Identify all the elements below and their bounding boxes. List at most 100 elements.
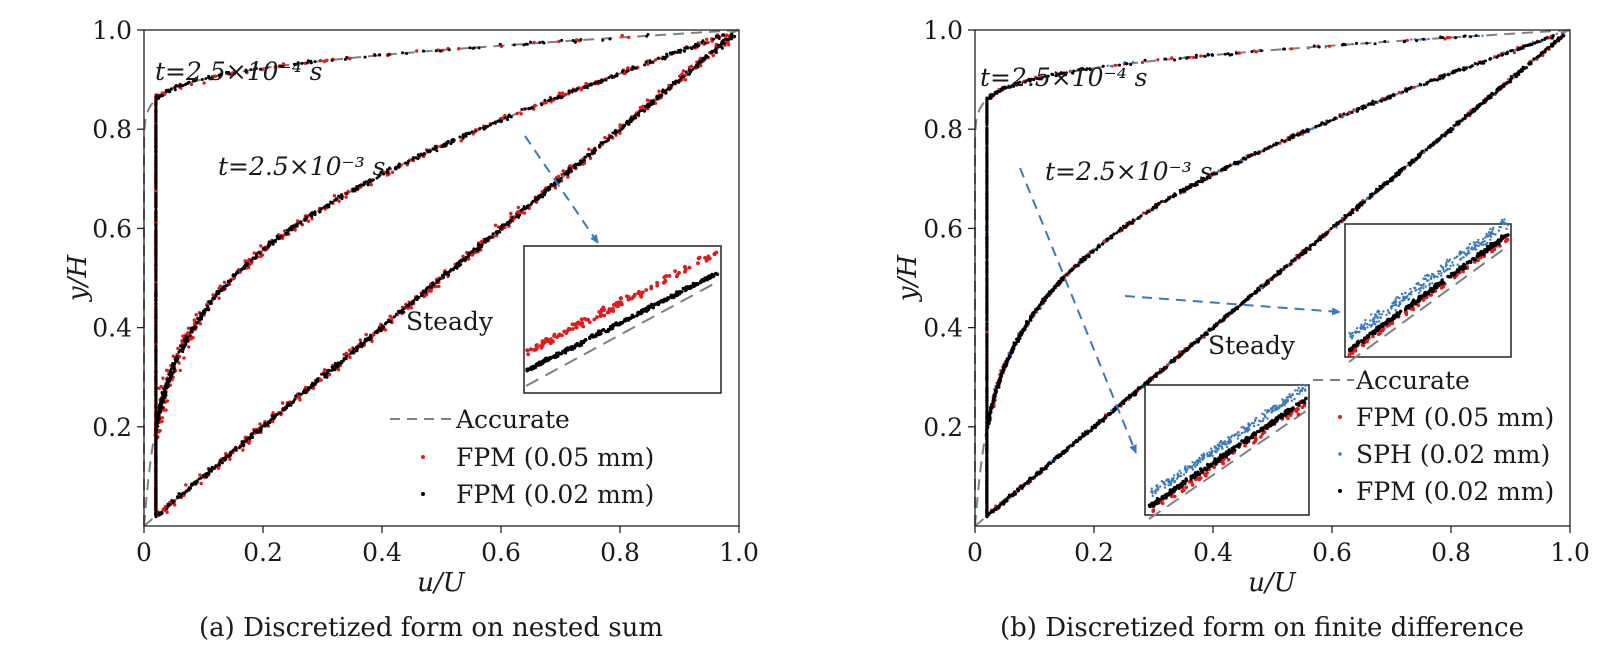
data-point [239,268,243,272]
data-point [634,113,638,117]
data-point [187,345,191,349]
data-point [381,324,384,328]
data-point [488,123,492,127]
data-point [338,362,342,366]
data-point [491,232,495,236]
x-tick-label: 0.8 [600,538,640,567]
data-point [470,130,474,134]
data-point [1170,56,1174,60]
data-point [712,49,716,53]
data-point [154,427,158,431]
data-point [330,58,334,62]
data-point [154,438,158,442]
data-point [507,220,511,224]
data-point [168,378,172,382]
data-point [406,161,410,165]
data-point [438,49,442,53]
data-point [190,330,194,334]
data-point [463,257,467,261]
data-point [181,350,185,354]
data-point [557,91,562,95]
data-point [180,347,184,351]
data-point [154,287,158,291]
data-point [154,313,158,317]
data-point [157,386,161,390]
data-point [275,412,279,416]
data-point [186,326,191,330]
data-point [209,299,213,303]
data-point [192,79,196,83]
data-point [181,492,185,495]
data-point [322,59,327,64]
data-point [478,126,482,130]
x-tick-label: 0.4 [362,538,402,567]
data-point [1237,51,1241,55]
data-point [651,60,655,64]
chart-panel-b: 0 0.2 0.4 0.6 0.8 1.00.20.40.60.81.0 u/U y/H … [893,16,1590,643]
data-point [154,108,158,112]
data-point [288,227,292,230]
data-point [319,378,323,382]
data-point [725,40,729,44]
x-axis-label-a: u/U [417,568,466,598]
data-point [661,88,665,92]
data-point [559,96,563,100]
data-point [406,306,410,310]
data-point [624,121,628,125]
data-point [472,46,476,50]
data-point [625,70,629,74]
data-point [691,67,695,71]
data-point [199,314,203,318]
data-point [154,346,158,350]
data-point [154,133,158,137]
data-point [154,366,158,370]
data-point [154,381,158,385]
data-point [669,86,673,90]
data-point [189,337,193,341]
data-point [280,65,284,68]
data-point [154,239,158,243]
data-point [161,399,165,403]
data-point [306,219,310,223]
data-point [154,481,158,485]
data-point [154,283,158,286]
data-point [219,459,223,463]
data-point [224,452,228,456]
data-point [699,63,703,68]
data-point [508,114,512,118]
data-point [1555,32,1559,35]
data-point [342,356,346,360]
data-point [358,338,362,342]
data-point [211,466,214,470]
data-point [482,127,486,131]
data-point [516,205,520,210]
annotation-steady-a: Steady [406,307,494,336]
data-point [650,101,654,105]
data-point [154,267,158,271]
data-point [686,72,690,76]
data-point [182,356,186,360]
y-tick-label: 0.6 [92,214,132,243]
data-point [225,283,229,287]
data-point [452,138,456,142]
data-point [608,135,612,139]
data-point [586,153,590,157]
data-point [477,46,481,50]
data-point [596,80,600,84]
data-point [580,160,584,164]
data-point [154,400,158,404]
data-point [154,111,158,115]
data-point [154,363,158,367]
data-point [254,254,258,258]
data-point [154,244,158,248]
data-point [535,197,539,201]
data-point [334,197,338,201]
data-point [330,369,333,373]
data-point [722,42,726,46]
data-point [154,494,158,498]
data-point [154,144,158,148]
data-point [251,256,255,260]
data-point [564,92,568,97]
data-point [432,283,436,287]
data-point [297,396,302,400]
